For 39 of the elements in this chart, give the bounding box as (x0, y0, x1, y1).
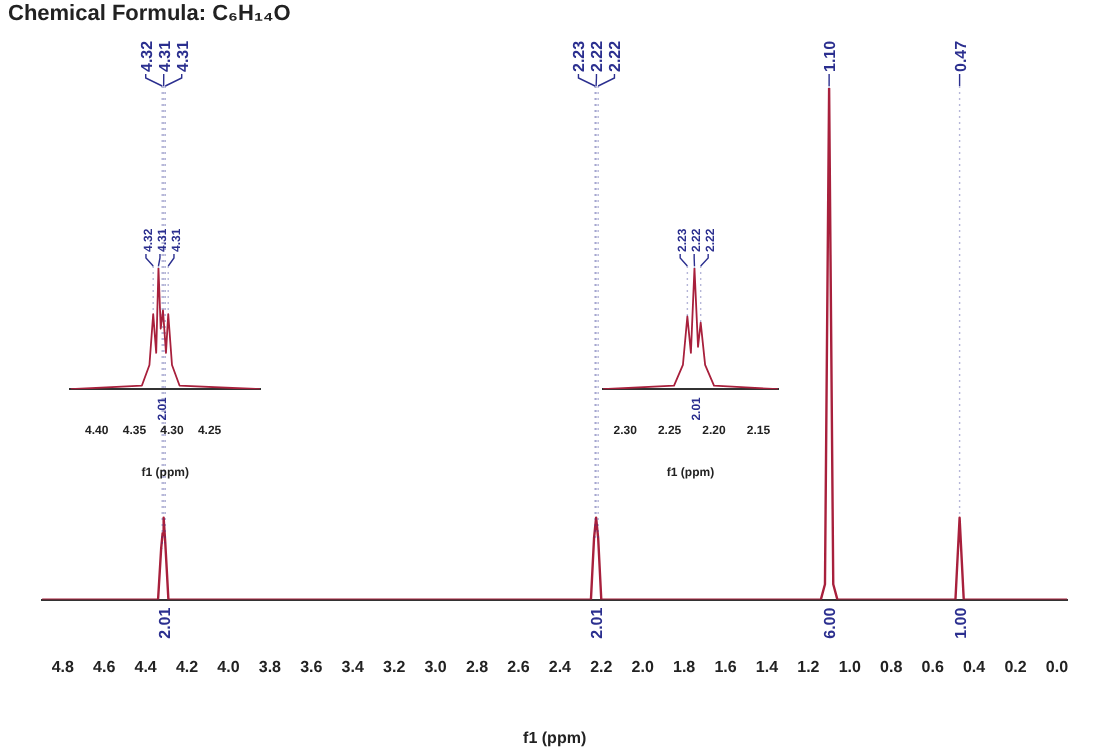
annotation: 4.31 (155, 39, 174, 72)
x-tick-label: 0.2 (1004, 657, 1028, 676)
x-tick-label: 1.2 (797, 657, 821, 676)
x-tick-label: 3.4 (341, 657, 365, 676)
x-tick-label: 2.0 (631, 657, 655, 676)
x-tick-label: 3.8 (258, 657, 283, 676)
text: 2.01 (588, 606, 607, 639)
x-tick-label: 1.0 (838, 657, 863, 676)
x-tick-label: 2.6 (507, 657, 531, 676)
x-tick-label: 1.8 (673, 657, 697, 676)
annotation: 0.47 (951, 39, 970, 72)
x-tick-label: 1.6 (714, 657, 738, 676)
x-tick-label: 4.8 (51, 657, 75, 676)
x-tick-label: 2.8 (465, 657, 490, 676)
x-tick-label: 4.2 (175, 657, 200, 676)
x-tick-label: 2.4 (548, 657, 573, 676)
x-tick-label: 3.0 (424, 657, 448, 676)
annotation: 2.23 (570, 39, 589, 72)
text: 6.00 (821, 606, 840, 639)
x-tick-label: 3.6 (300, 657, 324, 676)
x-tick-label: 0.8 (880, 657, 904, 676)
x-tick-label: 3.2 (383, 657, 407, 676)
annotation: 4.31 (173, 39, 192, 72)
chart-title: Chemical Formula: C₆H₁₄O (8, 2, 291, 26)
text: 1.00 (951, 606, 970, 639)
annotation: 2.22 (606, 39, 625, 72)
annotation: 4.32 (137, 39, 156, 72)
annotation: 2.22 (588, 39, 607, 72)
x-tick-label: 4.4 (134, 657, 158, 676)
x-tick-label: 1.4 (755, 657, 780, 676)
annotation: 1.10 (821, 39, 840, 72)
x-tick-label: 2.2 (590, 657, 614, 676)
text: 2.01 (155, 606, 174, 639)
x-tick-label: 0.4 (962, 657, 987, 676)
x-axis-title: f1 (ppm) (523, 728, 587, 747)
x-tick-label: 0.6 (921, 657, 945, 676)
x-tick-label: 0.0 (1045, 657, 1070, 676)
x-tick-label: 4.0 (217, 657, 241, 676)
x-tick-label: 4.6 (93, 657, 117, 676)
